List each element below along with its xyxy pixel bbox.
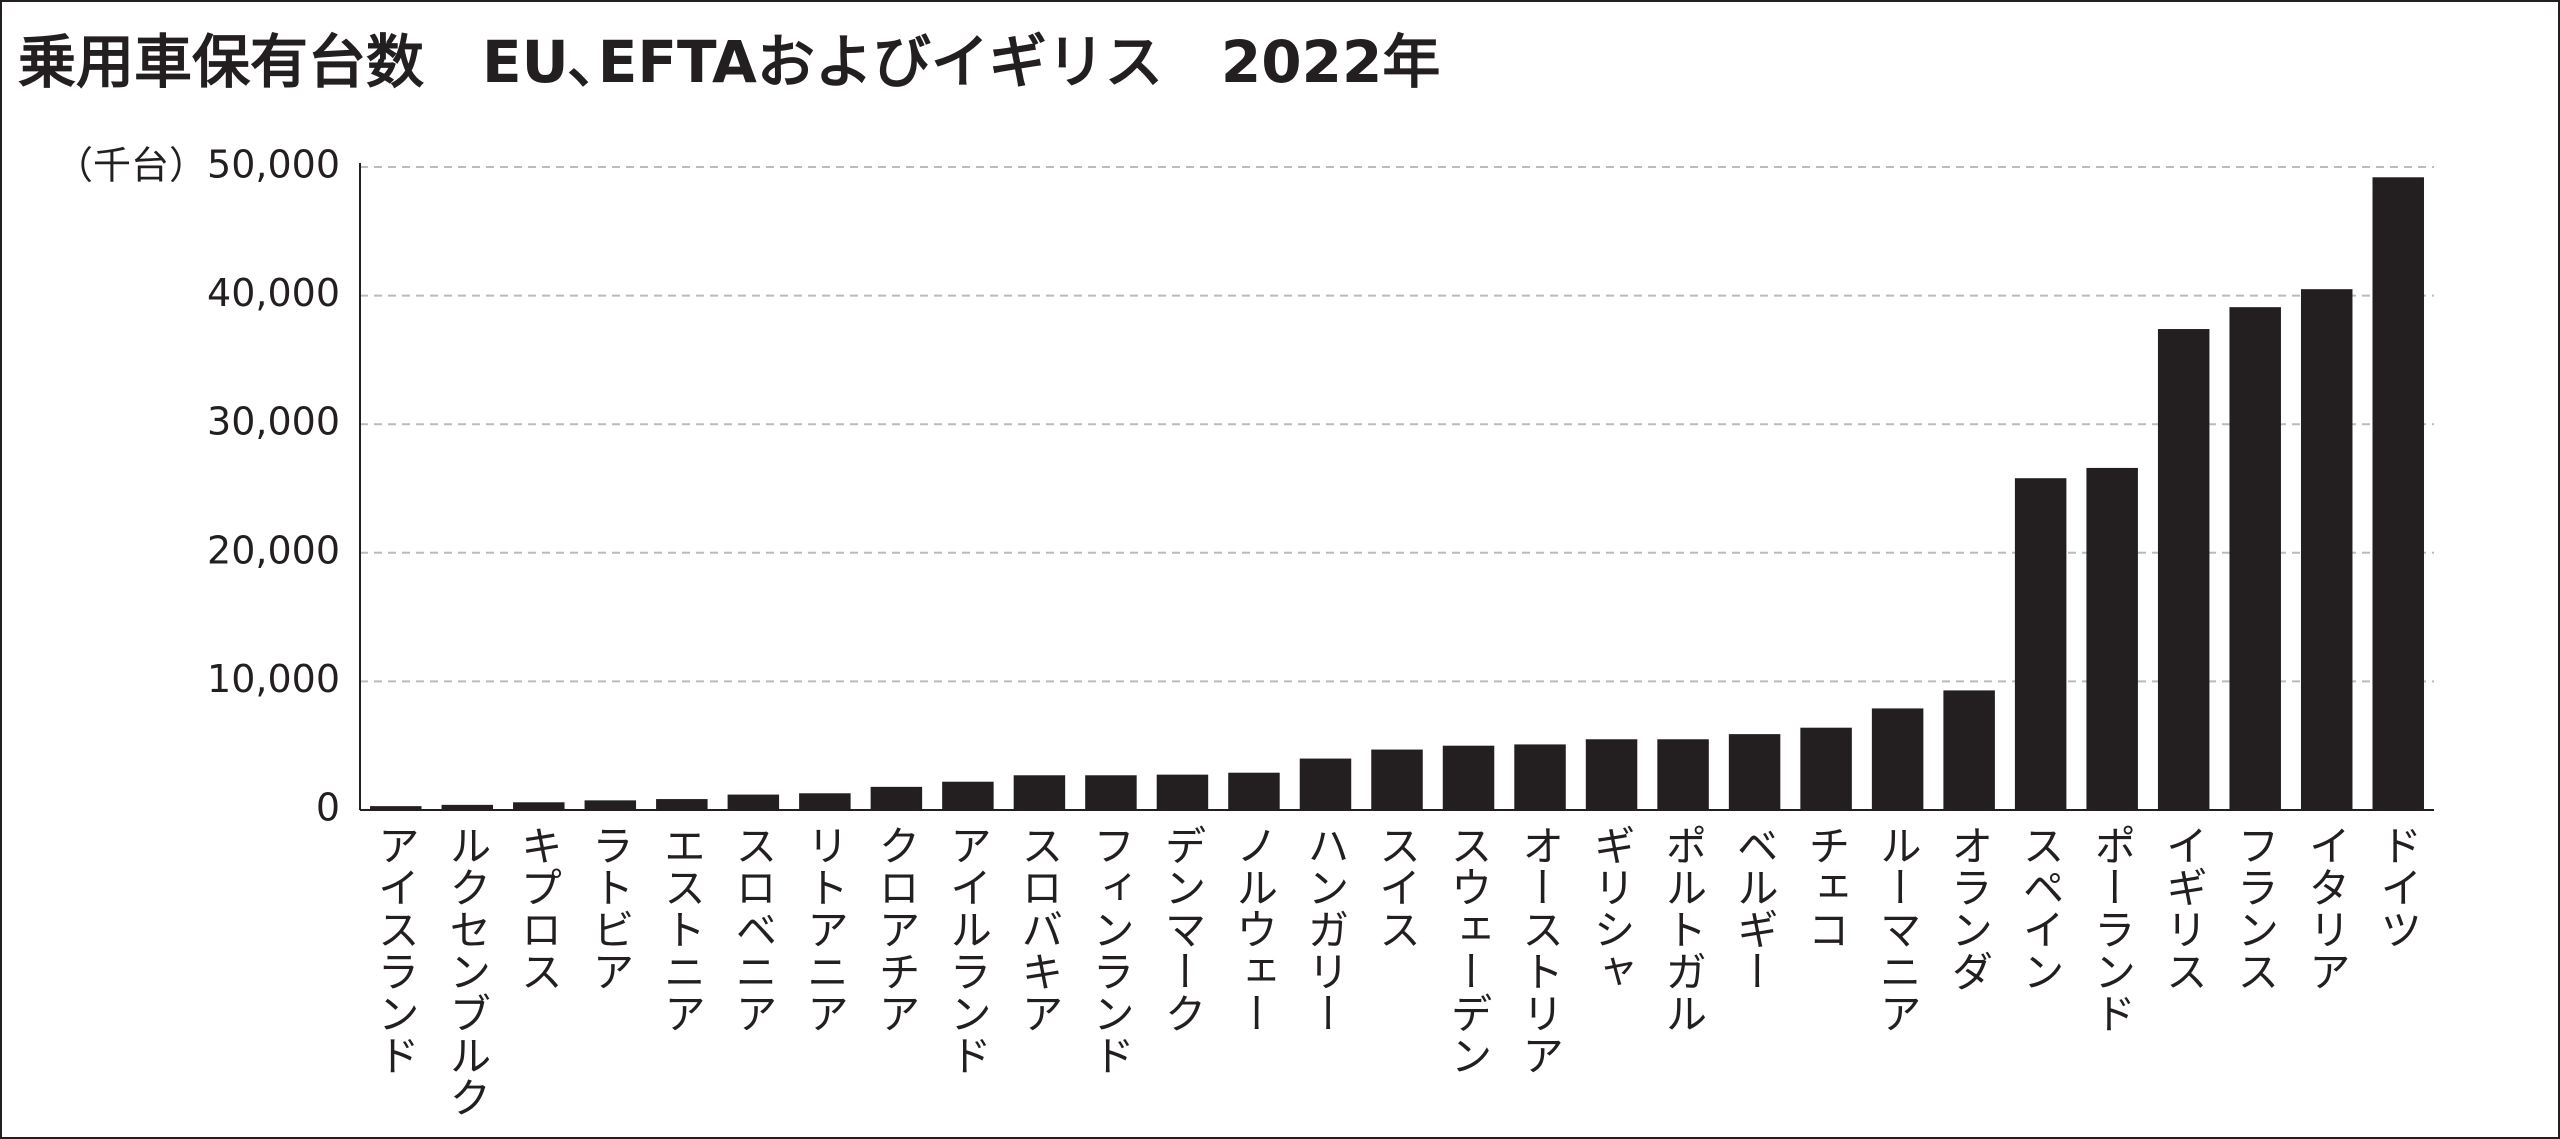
x-tick-label: エストニア xyxy=(657,824,706,1034)
bar xyxy=(2300,289,2353,810)
bar xyxy=(870,786,923,810)
x-tick-label: ルクセンブルク xyxy=(443,824,492,1118)
y-tick-label: 20,000 xyxy=(207,528,340,572)
x-tick-label: アイスランド xyxy=(371,824,420,1076)
bar xyxy=(727,794,780,810)
x-tick-label: アイルランド xyxy=(943,824,992,1076)
bar xyxy=(1943,690,1995,810)
y-tick-label: 50,000 xyxy=(207,143,340,187)
bar xyxy=(441,804,494,810)
x-tick-label: クロアチア xyxy=(872,824,921,1034)
y-axis-label: （千台） xyxy=(55,144,207,188)
x-tick-label: オランダ xyxy=(1945,824,1994,992)
x-tick-label: デンマーク xyxy=(1158,824,1207,1034)
x-tick-label: チェコ xyxy=(1802,824,1851,950)
x-tick-label: イタリア xyxy=(2302,824,2351,992)
bar xyxy=(1085,775,1137,810)
x-tick-label: スロベニア xyxy=(729,824,778,1034)
x-tick-label: リトアニア xyxy=(800,824,849,1034)
bar xyxy=(1800,727,1852,810)
x-tick-label: ラトビア xyxy=(586,824,635,992)
x-tick-label: スイス xyxy=(1373,824,1422,950)
bar xyxy=(370,806,422,810)
bar xyxy=(1585,739,1638,810)
bar xyxy=(2372,177,2424,811)
bar xyxy=(1371,749,1423,810)
bar xyxy=(2229,307,2281,810)
x-tick-label: フィンランド xyxy=(1086,824,1135,1076)
y-tick-label: 10,000 xyxy=(207,657,340,701)
bar xyxy=(513,802,565,810)
bar xyxy=(1228,772,1280,810)
bar xyxy=(2157,329,2210,810)
y-tick-label: 30,000 xyxy=(207,400,340,444)
bar xyxy=(656,799,708,810)
bar xyxy=(1728,734,1781,810)
x-tick-label: フランス xyxy=(2231,824,2280,992)
x-tick-label: スペイン xyxy=(2016,824,2065,992)
x-tick-label: キプロス xyxy=(514,824,563,992)
x-tick-label: スロバキア xyxy=(1015,824,1064,1034)
x-tick-label: ノルウェー xyxy=(1229,824,1278,1034)
y-tick-label: 0 xyxy=(316,786,340,830)
x-tick-label: ルーマニア xyxy=(1873,824,1922,1034)
bar xyxy=(1299,758,1352,810)
chart-title: 乗用車保有台数 EU､EFTAおよびイギリス 2022年 xyxy=(18,28,1440,96)
x-tick-label: ハンガリー xyxy=(1301,824,1350,1034)
bar xyxy=(1514,744,1566,810)
bar xyxy=(1871,708,1924,810)
bar xyxy=(584,800,637,810)
bar xyxy=(1657,739,1709,810)
x-tick-label: イギリス xyxy=(2159,824,2208,992)
x-tick-label: ギリシャ xyxy=(1587,824,1636,992)
y-tick-label: 40,000 xyxy=(207,271,340,315)
x-tick-label: ドイツ xyxy=(2374,824,2423,950)
bar xyxy=(2014,478,2067,810)
x-tick-label: オーストリア xyxy=(1516,824,1565,1076)
bar xyxy=(799,793,851,810)
x-tick-label: ベルギー xyxy=(1730,824,1779,992)
bar xyxy=(1156,774,1209,810)
bar xyxy=(1442,745,1495,810)
x-tick-label: ポーランド xyxy=(2088,824,2137,1034)
bar xyxy=(2086,467,2138,810)
bar xyxy=(1013,775,1066,810)
x-tick-label: ポルトガル xyxy=(1659,824,1708,1034)
x-tick-label: スウェーデン xyxy=(1444,824,1493,1076)
bar xyxy=(942,781,994,810)
